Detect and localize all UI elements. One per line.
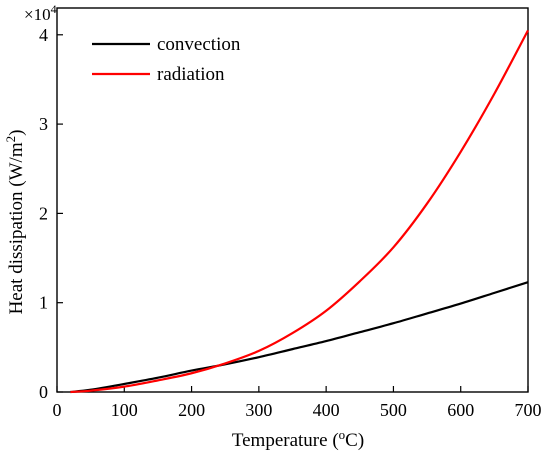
axes [56, 7, 529, 393]
x-tick-label: 200 [178, 400, 205, 420]
x-tick-label: 700 [515, 400, 542, 420]
x-tick-label: 400 [313, 400, 340, 420]
series-line-convection [70, 281, 529, 394]
x-tick-label: 300 [245, 400, 272, 420]
y-tick-label: 2 [39, 203, 48, 223]
y-axis-label-sup: 2 [3, 136, 18, 143]
y-axis-label-text: Heat dissipation (W/m [6, 142, 27, 314]
y-tick-label: 4 [39, 25, 48, 45]
y-tick-label: 1 [39, 293, 48, 313]
y-axis-label: Heat dissipation (W/m2) [3, 130, 27, 315]
plot-frame [56, 7, 529, 393]
series-line-radiation [70, 29, 529, 394]
x-axis-label-unit: C) [345, 430, 364, 451]
tick-labels: 0 100 200 300 400 500 600 700 0 1 2 3 4 [39, 25, 542, 420]
series-lines [70, 29, 529, 394]
tick-marks [56, 34, 529, 393]
legend: convection radiation [92, 34, 241, 85]
x-axis-label-text: Temperature ( [232, 430, 339, 451]
y-tick-label: 0 [39, 382, 48, 402]
y-multiplier-exponent: 4 [51, 2, 57, 16]
y-axis-label-close: ) [6, 130, 27, 136]
x-axis-label-sup: o [339, 427, 346, 442]
y-multiplier-base: ×10 [24, 5, 51, 24]
y-tick-label: 3 [39, 114, 48, 134]
x-tick-label: 0 [53, 400, 62, 420]
x-axis-label: Temperature (oC) [232, 427, 364, 451]
legend-label-convection: convection [157, 34, 241, 55]
y-multiplier-label: ×104 [24, 2, 57, 24]
x-tick-label: 500 [380, 400, 407, 420]
legend-label-radiation: radiation [157, 64, 225, 85]
x-tick-label: 600 [447, 400, 474, 420]
x-tick-label: 100 [111, 400, 138, 420]
